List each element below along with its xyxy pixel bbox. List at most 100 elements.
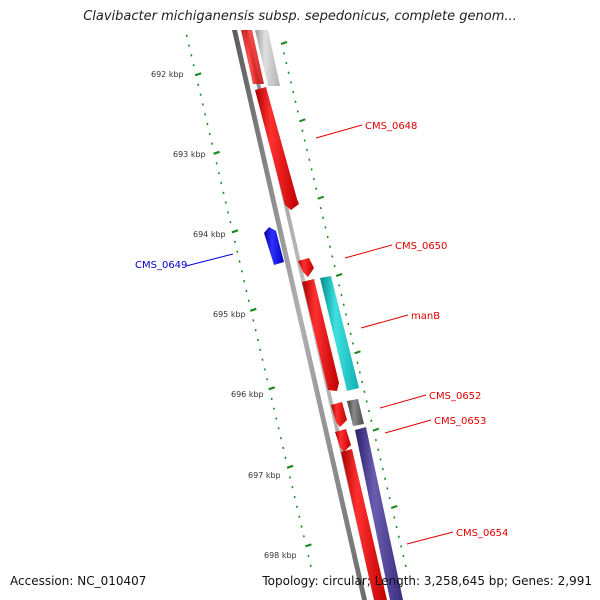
gene-CMS_0649-arrow[interactable]: [264, 227, 284, 265]
accession-text: Accession: NC_010407: [10, 574, 147, 588]
ruler-minor-tick: [356, 361, 359, 364]
ruler-minor-tick: [365, 400, 368, 403]
ruler-minor-tick: [349, 332, 352, 335]
ruler-minor-tick: [384, 477, 387, 480]
tick-label: 695 kbp: [213, 310, 246, 319]
ruler-major-tick: [335, 273, 343, 277]
gene-CMS_0650-arrow[interactable]: [298, 258, 314, 277]
grey-feature-top[interactable]: [255, 30, 280, 86]
scale-minor-tick: [201, 103, 204, 106]
ruler-minor-tick: [377, 448, 380, 451]
scale-minor-tick: [236, 250, 239, 253]
ruler-minor-tick: [361, 380, 364, 384]
gene-CMS_0654-arrow[interactable]: [341, 449, 387, 600]
gene-leader-lines: [185, 124, 454, 545]
scale-minor-tick: [240, 270, 243, 273]
scale-minor-tick: [197, 83, 200, 87]
ruler-minor-tick: [285, 61, 288, 65]
scale-minor-tick: [259, 348, 262, 352]
scale-minor-tick: [295, 505, 299, 509]
ruler-minor-tick: [370, 419, 373, 422]
scale-minor-tick: [243, 279, 246, 283]
gene-CMS_0648-arrow[interactable]: [255, 87, 299, 210]
ruler-minor-tick: [324, 226, 327, 229]
gene-CMS_0653-arrow[interactable]: [335, 429, 351, 452]
scale-major-tick: [249, 307, 257, 312]
scale-minor-tick: [277, 427, 280, 430]
cyan-feature[interactable]: [320, 276, 359, 391]
scale-minor-tick: [302, 535, 305, 538]
ruler-minor-tick: [351, 342, 355, 345]
scale-minor-tick: [284, 456, 287, 459]
scale-minor-tick: [300, 525, 303, 528]
scale-minor-tick: [229, 221, 232, 224]
ruler-minor-tick: [308, 158, 311, 161]
gene-label-CMS_0649[interactable]: CMS_0649: [135, 260, 187, 271]
scale-major-tick: [305, 543, 312, 548]
scale-minor-tick: [185, 34, 188, 37]
scale-minor-tick: [252, 319, 255, 322]
scale-minor-tick: [291, 486, 294, 489]
ruler-minor-tick: [296, 110, 299, 113]
gene-label-CMS_0654[interactable]: CMS_0654: [456, 528, 508, 539]
gene-label-CMS_0652[interactable]: CMS_0652: [429, 391, 481, 402]
scale-minor-tick: [298, 515, 301, 518]
scale-minor-tick: [307, 554, 310, 558]
feature-track[interactable]: [241, 30, 403, 600]
tick-label: 692 kbp: [151, 70, 184, 79]
ruler-major-tick: [390, 505, 398, 509]
scale-major-tick: [231, 229, 239, 234]
gene-label-CMS_0650[interactable]: CMS_0650: [395, 241, 447, 252]
tick-label: 696 kbp: [231, 390, 264, 399]
scale-minor-tick: [275, 417, 278, 420]
ruler-minor-tick: [404, 564, 407, 567]
scale-minor-tick: [190, 54, 193, 57]
ruler-minor-tick: [328, 245, 332, 248]
scale-minor-tick: [256, 338, 260, 342]
feature-ruler-track: [280, 41, 407, 567]
ruler-major-tick: [317, 195, 325, 200]
scale-minor-tick: [199, 93, 202, 96]
scale-minor-tick: [208, 132, 211, 136]
ruler-minor-tick: [363, 390, 366, 393]
ruler-minor-tick: [301, 129, 304, 132]
ruler-minor-tick: [310, 168, 313, 171]
red-cds-top[interactable]: [241, 30, 264, 84]
ruler-minor-tick: [340, 293, 343, 297]
gene-label-CMS_0653[interactable]: CMS_0653: [434, 416, 486, 427]
gene-labels[interactable]: CMS_0648 CMS_0649 CMS_0650 manB CMS_0652…: [135, 121, 508, 539]
gene-label-manB[interactable]: manB: [411, 311, 440, 322]
scale-major-tick: [268, 386, 276, 391]
scale-minor-tick: [238, 260, 241, 263]
ruler-minor-tick: [358, 371, 361, 374]
scale-minor-tick: [224, 201, 227, 204]
gene-manB-arrow[interactable]: [302, 279, 339, 391]
scale-minor-tick: [266, 378, 269, 381]
scale-minor-tick: [289, 476, 292, 479]
gene-CMS_0652-arrow[interactable]: [331, 402, 347, 427]
darkgrey-feature[interactable]: [347, 399, 364, 426]
ruler-minor-tick: [381, 467, 384, 471]
ruler-minor-tick: [347, 322, 350, 326]
gene-label-CMS_0648[interactable]: CMS_0648: [365, 121, 417, 132]
ruler-minor-tick: [294, 100, 297, 103]
scale-minor-tick: [254, 328, 257, 332]
ruler-minor-tick: [393, 516, 396, 519]
ruler-minor-tick: [388, 496, 391, 500]
ruler-minor-tick: [367, 409, 371, 413]
ruler-major-tick: [299, 118, 306, 123]
scale-minor-tick: [187, 44, 191, 47]
scale-minor-tick: [215, 162, 218, 165]
purple-feature[interactable]: [355, 427, 403, 600]
ruler-minor-tick: [289, 81, 293, 84]
genome-summary-text: Topology: circular; Length: 3,258,645 bp…: [262, 574, 592, 588]
ruler-major-tick: [280, 41, 288, 45]
ruler-minor-tick: [333, 264, 336, 268]
ruler-minor-tick: [402, 554, 405, 558]
map-title: Clavibacter michiganensis subsp. sepedon…: [83, 9, 517, 24]
tick-label: 693 kbp: [173, 150, 206, 159]
scale-minor-tick: [293, 495, 296, 499]
scale-minor-tick: [192, 63, 195, 67]
scale-minor-tick: [220, 181, 223, 185]
